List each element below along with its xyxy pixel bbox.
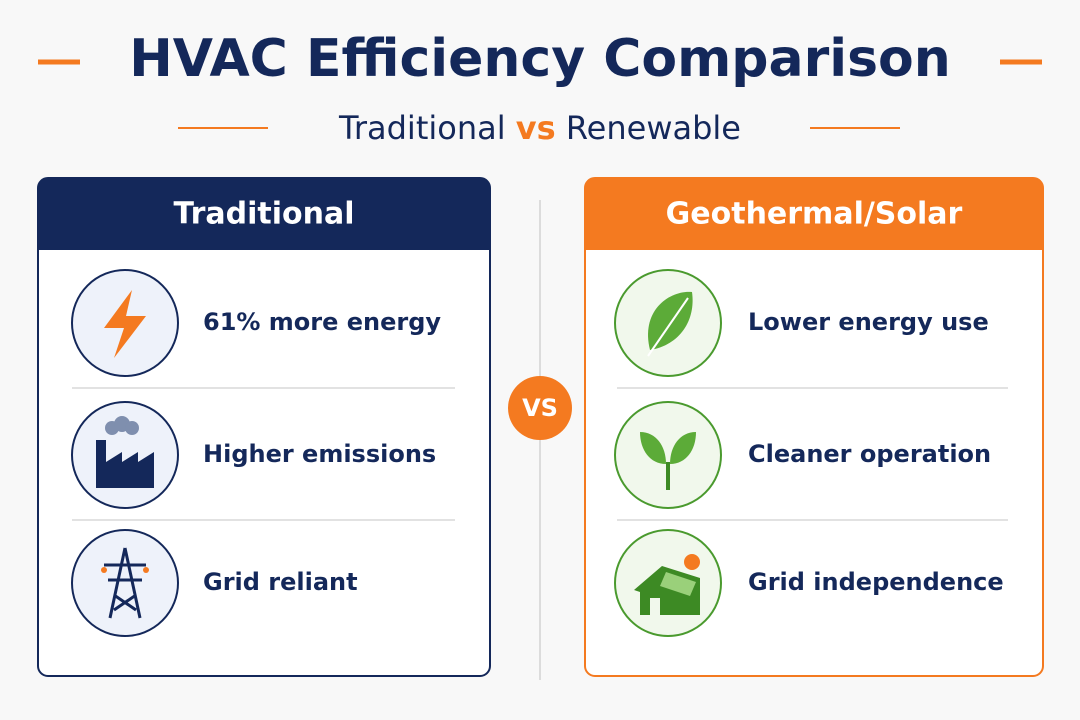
subtitle: Traditional vs Renewable: [338, 109, 741, 147]
item-text: Lower energy use: [748, 308, 989, 336]
item-text: Higher emissions: [203, 440, 436, 468]
subtitle-right: Renewable: [566, 109, 741, 147]
item-text: Grid reliant: [203, 568, 358, 596]
icon-factory: [71, 401, 179, 509]
vs-badge: [508, 376, 572, 440]
panel-title: Traditional: [173, 197, 354, 232]
icon-solar-house: [614, 529, 722, 637]
item-text: 61% more energy: [203, 308, 441, 336]
panel-header: [38, 178, 490, 250]
item-text: Cleaner operation: [748, 440, 991, 468]
subtitle-middle: vs: [516, 109, 556, 147]
title: HVAC Efficiency Comparison: [129, 29, 951, 89]
vs-text: VS: [522, 394, 558, 422]
icon-leaf: [614, 269, 722, 377]
icon-sprout: [614, 401, 722, 509]
icon-lightning: [71, 269, 179, 377]
icon-tower: [71, 529, 179, 637]
subtitle-left: Traditional: [338, 109, 506, 147]
panel-title: Geothermal/Solar: [666, 197, 963, 232]
panel-header: [585, 178, 1043, 250]
item-text: Grid independence: [748, 568, 1004, 596]
